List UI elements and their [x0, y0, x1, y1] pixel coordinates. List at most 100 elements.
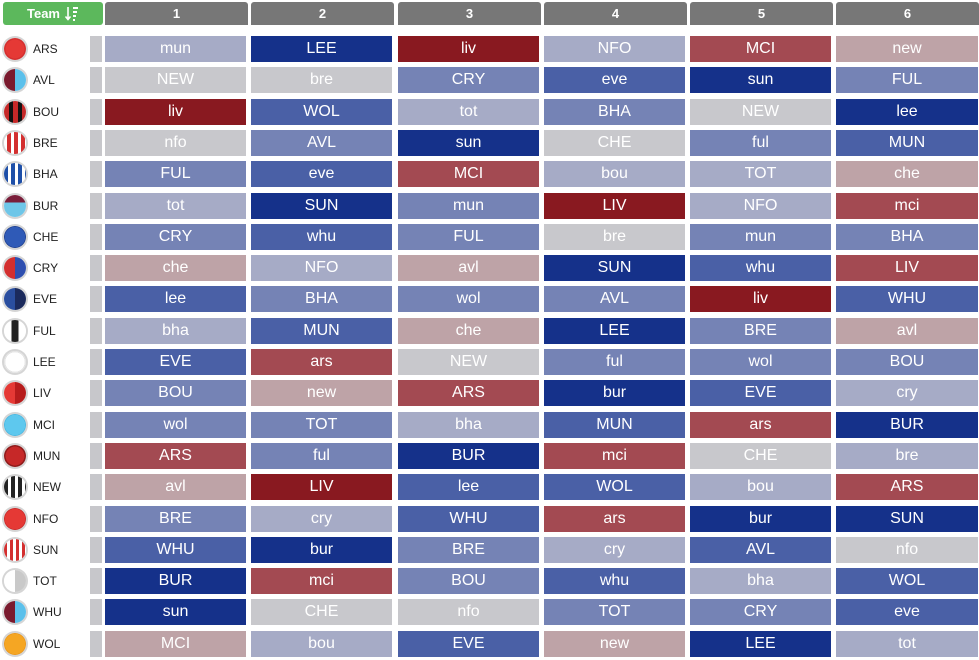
gameweek-header-2[interactable]: 2	[251, 2, 394, 25]
fixture-cell[interactable]: NEW	[398, 349, 539, 375]
fixture-cell[interactable]: ARS	[836, 474, 978, 501]
fixture-cell[interactable]: nfo	[836, 536, 978, 563]
fixture-cell[interactable]: LIV	[251, 474, 392, 501]
fixture-cell[interactable]: TOT	[544, 599, 685, 626]
fixture-cell[interactable]: WHU	[398, 505, 539, 532]
fixture-cell[interactable]: ARS	[105, 442, 246, 469]
fixture-cell[interactable]: CRY	[398, 67, 539, 94]
fixture-cell[interactable]: cry	[836, 380, 978, 407]
fixture-cell[interactable]: lee	[105, 286, 246, 313]
fixture-cell[interactable]: whu	[544, 568, 685, 595]
fixture-cell[interactable]: sun	[398, 129, 539, 156]
team-row-ars[interactable]: ARS	[0, 34, 90, 64]
fixture-cell[interactable]: LEE	[544, 317, 685, 344]
team-row-sun[interactable]: SUN	[0, 535, 90, 565]
fixture-cell[interactable]: bou	[690, 474, 831, 501]
fixture-cell[interactable]: MUN	[836, 129, 978, 156]
fixture-cell[interactable]: LEE	[690, 630, 831, 657]
fixture-cell[interactable]: new	[251, 380, 392, 407]
fixture-cell[interactable]: BRE	[398, 536, 539, 563]
fixture-cell[interactable]: LIV	[544, 192, 685, 219]
fixture-cell[interactable]: whu	[690, 255, 831, 282]
fixture-cell[interactable]: EVE	[105, 349, 246, 375]
team-sort-button[interactable]: Team	[3, 2, 103, 25]
gameweek-header-6[interactable]: 6	[836, 2, 979, 25]
gameweek-header-1[interactable]: 1	[105, 2, 248, 25]
fixture-cell[interactable]: mun	[690, 223, 831, 250]
fixture-cell[interactable]: BOU	[836, 349, 978, 375]
fixture-cell[interactable]: CHE	[544, 129, 685, 156]
fixture-cell[interactable]: eve	[544, 67, 685, 94]
fixture-cell[interactable]: eve	[836, 599, 978, 626]
fixture-cell[interactable]: avl	[105, 474, 246, 501]
fixture-cell[interactable]: mci	[836, 192, 978, 219]
fixture-cell[interactable]: BUR	[398, 442, 539, 469]
fixture-cell[interactable]: MUN	[251, 317, 392, 344]
team-row-eve[interactable]: EVE	[0, 284, 90, 314]
fixture-cell[interactable]: LIV	[836, 255, 978, 282]
team-row-wol[interactable]: WOL	[0, 629, 90, 659]
fixture-cell[interactable]: SUN	[251, 192, 392, 219]
fixture-cell[interactable]: BUR	[836, 411, 978, 438]
fixture-cell[interactable]: AVL	[251, 129, 392, 156]
fixture-cell[interactable]: mci	[251, 568, 392, 595]
fixture-cell[interactable]: NEW	[690, 98, 831, 125]
fixture-cell[interactable]: ars	[690, 411, 831, 438]
fixture-cell[interactable]: new	[836, 36, 978, 62]
fixture-cell[interactable]: mun	[398, 192, 539, 219]
fixture-cell[interactable]: tot	[105, 192, 246, 219]
fixture-cell[interactable]: TOT	[690, 161, 831, 188]
team-row-bou[interactable]: BOU	[0, 97, 90, 127]
fixture-cell[interactable]: LEE	[251, 36, 392, 62]
fixture-cell[interactable]: new	[544, 630, 685, 657]
team-row-new[interactable]: NEW	[0, 472, 90, 502]
fixture-cell[interactable]: che	[105, 255, 246, 282]
fixture-cell[interactable]: bre	[544, 223, 685, 250]
fixture-cell[interactable]: BHA	[544, 98, 685, 125]
fixture-cell[interactable]: FUL	[398, 223, 539, 250]
team-row-avl[interactable]: AVL	[0, 65, 90, 95]
fixture-cell[interactable]: bur	[544, 380, 685, 407]
fixture-cell[interactable]: EVE	[690, 380, 831, 407]
fixture-cell[interactable]: NEW	[105, 67, 246, 94]
fixture-cell[interactable]: BHA	[836, 223, 978, 250]
fixture-cell[interactable]: NFO	[690, 192, 831, 219]
fixture-cell[interactable]: nfo	[105, 129, 246, 156]
fixture-cell[interactable]: sun	[690, 67, 831, 94]
fixture-cell[interactable]: FUL	[105, 161, 246, 188]
fixture-cell[interactable]: WOL	[251, 98, 392, 125]
fixture-cell[interactable]: cry	[544, 536, 685, 563]
fixture-cell[interactable]: CHE	[251, 599, 392, 626]
fixture-cell[interactable]: NFO	[251, 255, 392, 282]
fixture-cell[interactable]: AVL	[690, 536, 831, 563]
fixture-cell[interactable]: mun	[105, 36, 246, 62]
fixture-cell[interactable]: bre	[251, 67, 392, 94]
team-row-cry[interactable]: CRY	[0, 253, 90, 283]
fixture-cell[interactable]: mci	[544, 442, 685, 469]
fixture-cell[interactable]: MCI	[105, 630, 246, 657]
fixture-cell[interactable]: bur	[690, 505, 831, 532]
fixture-cell[interactable]: eve	[251, 161, 392, 188]
fixture-cell[interactable]: bha	[398, 411, 539, 438]
fixture-cell[interactable]: TOT	[251, 411, 392, 438]
fixture-cell[interactable]: bur	[251, 536, 392, 563]
fixture-cell[interactable]: ful	[690, 129, 831, 156]
fixture-cell[interactable]: BOU	[398, 568, 539, 595]
fixture-cell[interactable]: lee	[836, 98, 978, 125]
team-row-mun[interactable]: MUN	[0, 441, 90, 471]
fixture-cell[interactable]: nfo	[398, 599, 539, 626]
team-row-bre[interactable]: BRE	[0, 128, 90, 158]
fixture-cell[interactable]: bha	[105, 317, 246, 344]
fixture-cell[interactable]: che	[398, 317, 539, 344]
fixture-cell[interactable]: tot	[398, 98, 539, 125]
team-row-mci[interactable]: MCI	[0, 410, 90, 440]
fixture-cell[interactable]: FUL	[836, 67, 978, 94]
fixture-cell[interactable]: cry	[251, 505, 392, 532]
fixture-cell[interactable]: CHE	[690, 442, 831, 469]
team-row-lee[interactable]: LEE	[0, 347, 90, 377]
team-row-bur[interactable]: BUR	[0, 191, 90, 221]
fixture-cell[interactable]: sun	[105, 599, 246, 626]
fixture-cell[interactable]: BOU	[105, 380, 246, 407]
fixture-cell[interactable]: WOL	[544, 474, 685, 501]
fixture-cell[interactable]: BUR	[105, 568, 246, 595]
